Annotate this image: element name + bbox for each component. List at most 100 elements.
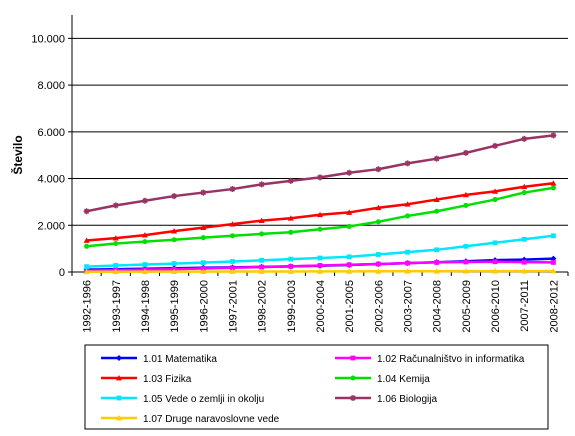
grid [72,37,568,226]
data-point [375,219,381,225]
data-point [462,268,469,274]
data-point [405,260,410,266]
data-point [317,211,323,218]
y-tick-label: 4.000 [37,174,65,186]
data-point [259,231,265,237]
data-point [346,223,352,229]
data-point [116,355,122,361]
data-point [83,268,90,275]
data-point [171,268,178,275]
data-point [463,259,469,265]
x-tick-label: 1996-2000 [198,280,210,333]
data-point [375,252,381,257]
series-group [83,132,557,275]
data-point [142,262,148,267]
x-tick-label: 2004-2008 [432,280,444,333]
data-point [317,174,323,181]
legend-item: 1.06 Biologija [335,394,437,405]
x-tick-label: 1997-2001 [227,280,239,333]
data-point [317,255,323,261]
x-tick-label: 2007-2011 [519,280,531,332]
data-point [317,268,323,274]
data-point [433,268,440,274]
data-point [551,260,556,265]
data-point [346,169,353,176]
data-point [116,395,122,401]
data-point [229,186,236,193]
legend-label: 1.03 Fizika [143,374,192,385]
series-line [86,134,554,213]
series-6 [83,132,557,215]
legend-label: 1.01 Matematika [143,354,217,365]
data-point [434,247,440,253]
data-point [551,233,556,239]
data-point [492,197,498,203]
legend-item: 1.07 Druge naravoslovne vede [101,414,280,425]
data-point [287,268,294,274]
legend-label: 1.02 Računalništvo in informatika [377,354,525,365]
data-point [200,268,207,274]
data-point [350,395,356,401]
y-tick-label: 6.000 [37,127,65,139]
x-tick-label: 1993-1997 [111,280,123,333]
data-point [550,268,557,274]
legend: 1.01 Matematika 1.02 Računalništvo in inf… [84,344,549,430]
data-point [84,264,89,270]
data-point [521,268,528,274]
data-point [171,237,177,243]
x-tick-label: 2008-2012 [548,280,560,333]
data-point [404,201,411,207]
data-point [288,256,294,262]
series-7 [83,268,557,275]
data-point [288,263,294,269]
series-3 [83,180,557,243]
data-point [434,208,440,214]
data-point [229,221,236,227]
data-point [229,268,236,274]
legend-label: 1.05 Vede o zemlji in okolju [143,394,264,405]
data-point [317,226,323,232]
data-point [113,240,119,247]
data-point [404,213,411,219]
data-point [113,263,119,268]
legend-label: 1.04 Kemija [377,374,430,385]
data-point [116,415,122,421]
data-point [346,254,352,260]
data-point [550,132,557,139]
data-point [550,185,556,191]
x-tick-label: 1995-1999 [169,280,181,333]
legend-box [84,344,549,430]
y-tick-label: 10.000 [31,33,65,45]
y-axis-label: Število [10,135,25,174]
data-point [346,262,352,268]
data-point [171,261,177,266]
legend-item: 1.04 Kemija [335,374,430,385]
data-point [288,229,294,235]
data-point [375,204,382,211]
data-point [112,235,119,241]
data-point [462,191,469,198]
data-point [405,249,410,255]
data-point [492,259,498,265]
legend-label: 1.06 Biologija [377,394,437,405]
data-point [350,355,356,361]
data-point [84,243,90,249]
x-tick-label: 2006-2010 [490,280,502,333]
legend-label: 1.07 Druge naravoslovne vede [143,414,280,425]
data-point [171,228,178,234]
data-point [258,217,265,223]
data-point [230,265,235,271]
data-point [463,243,469,249]
x-tick-label: 2000-2004 [315,280,327,333]
data-point [287,177,294,184]
data-point [521,135,528,142]
y-tick-label: 8.000 [37,80,65,92]
data-point [462,149,469,156]
data-point [112,202,119,209]
data-point [112,268,119,275]
x-tick-label: 1999-2003 [286,280,298,333]
data-point [492,188,499,194]
data-point [83,208,90,215]
data-point [142,239,148,245]
